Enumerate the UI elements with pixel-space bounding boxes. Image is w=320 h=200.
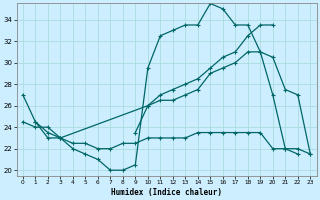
X-axis label: Humidex (Indice chaleur): Humidex (Indice chaleur) (111, 188, 222, 197)
